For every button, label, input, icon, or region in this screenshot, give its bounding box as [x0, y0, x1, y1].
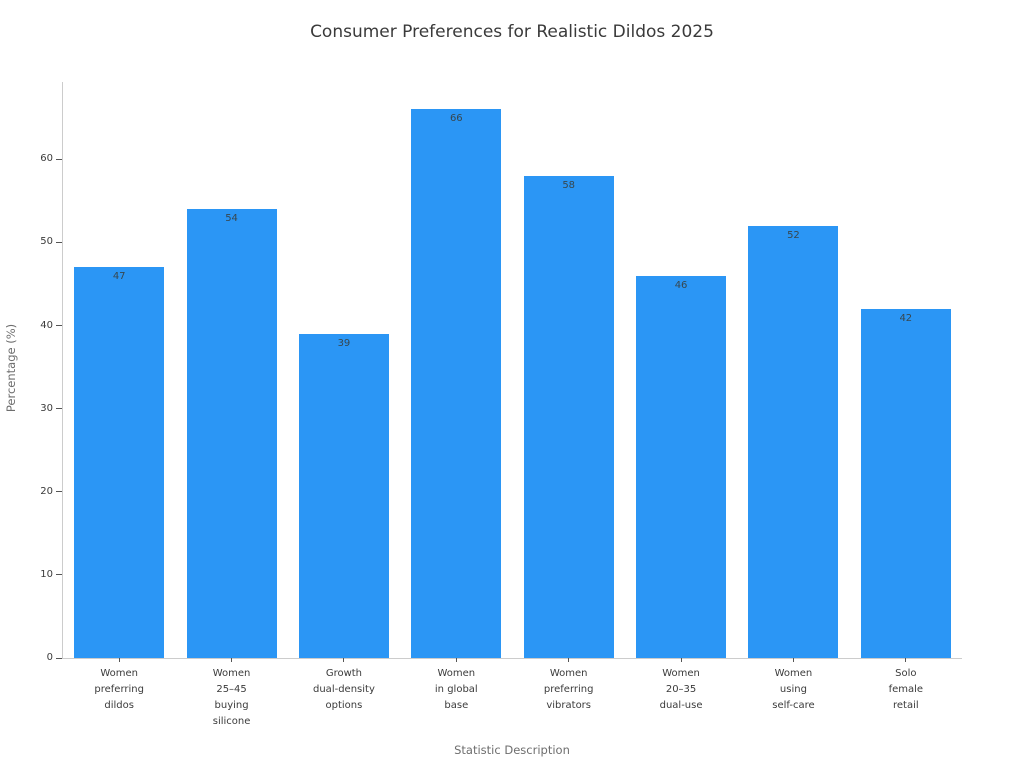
- bar-value-label: 46: [674, 279, 688, 291]
- bar: 52: [748, 225, 839, 658]
- x-tick-label: Growth dual-density options: [313, 668, 375, 711]
- x-tick-label: Women preferring vibrators: [543, 668, 594, 711]
- plot-area: 0 10 20 30 40 50 60 47 Women preferring dildos 54…: [40, 82, 962, 727]
- x-tick-mark: [231, 658, 233, 662]
- x-axis-label: Statistic Description: [454, 743, 570, 757]
- x-tick-label: Women using self-care: [772, 668, 815, 711]
- bar-value-label: 58: [562, 179, 576, 191]
- x-tick-label: Women in global base: [434, 668, 478, 711]
- bar-value-label: 66: [449, 113, 463, 125]
- x-tick-label: Women 25–45 buying silicone: [212, 668, 251, 727]
- y-tick-label: 50: [40, 236, 53, 248]
- y-tick-mark: [56, 408, 62, 410]
- x-tick-mark: [455, 658, 457, 662]
- y-tick-mark: [56, 574, 62, 576]
- bar: 42: [860, 308, 951, 658]
- x-tick-mark: [118, 658, 120, 662]
- x-tick-mark: [680, 658, 682, 662]
- bar-value-label: 39: [337, 337, 351, 349]
- bar: 39: [298, 333, 389, 658]
- bar: 46: [636, 275, 726, 658]
- chart-title: Consumer Preferences for Realistic Dildo…: [310, 22, 714, 42]
- bar-value-label: 47: [112, 271, 126, 283]
- x-tick-label: Solo female retail: [888, 668, 924, 711]
- x-tick-mark: [792, 658, 794, 662]
- bar: 58: [523, 175, 614, 658]
- y-tick-label: 10: [40, 568, 53, 580]
- bar: 47: [74, 267, 165, 658]
- x-tick-label: Women 20–35 dual-use: [659, 668, 703, 711]
- y-tick-mark: [56, 491, 62, 493]
- y-tick-label: 20: [40, 485, 53, 497]
- bar-value-label: 42: [899, 312, 913, 324]
- y-tick-label: 40: [40, 319, 53, 331]
- y-tick-label: 0: [46, 652, 53, 663]
- bar: 66: [411, 109, 502, 658]
- bar: 54: [186, 209, 277, 658]
- x-tick-mark: [568, 658, 570, 662]
- y-axis-label: Percentage (%): [4, 323, 18, 413]
- x-tick-label: Women preferring dildos: [94, 668, 144, 711]
- y-tick-mark: [56, 657, 62, 659]
- bar-value-label: 54: [225, 213, 238, 225]
- y-tick-label: 30: [40, 402, 53, 414]
- x-tick-mark: [905, 658, 907, 662]
- bar-value-label: 52: [787, 229, 800, 241]
- y-tick-mark: [56, 158, 62, 160]
- y-tick-mark: [56, 241, 62, 243]
- y-tick-mark: [56, 325, 62, 327]
- y-tick-label: 60: [40, 153, 53, 165]
- x-tick-mark: [343, 658, 345, 662]
